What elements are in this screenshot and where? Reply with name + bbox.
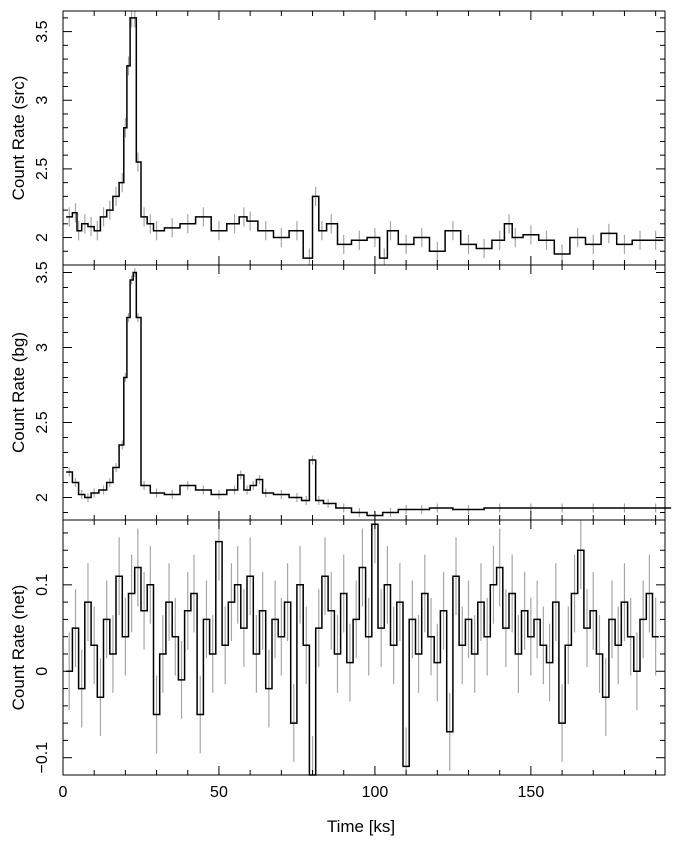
src-y-tick-label: 3.5: [34, 20, 51, 42]
bg-step-line: [66, 271, 672, 517]
bg-y-tick-label: 2.5: [34, 411, 51, 433]
panel-bg: 2 2.5 3 3.5 Count Rate (bg): [9, 261, 672, 521]
bg-y-tick-label: 3.5: [34, 261, 51, 283]
net-ticks: −0.1 0 0.1 0 50 100 150: [34, 520, 665, 801]
src-y-tick-label: 2.5: [34, 158, 51, 180]
net-ylabel: Count Rate (net): [9, 585, 28, 711]
bg-y-tick-label: 2: [34, 493, 51, 502]
src-y-tick-label: 3: [34, 96, 51, 105]
src-y-tick-label: 2: [34, 233, 51, 242]
x-tick-label: 50: [210, 784, 228, 801]
bg-lightcurve: [66, 268, 672, 520]
net-y-tick-label: 0.1: [34, 574, 51, 596]
src-lightcurve: [66, 11, 664, 265]
net-frame: [62, 519, 666, 776]
bg-frame: [62, 264, 666, 521]
x-tick-label: 100: [362, 784, 389, 801]
bg-ylabel: Count Rate (bg): [9, 332, 28, 453]
src-ylabel: Count Rate (src): [9, 76, 28, 201]
panel-src: 2 2.5 3 3.5 Count Rate (src): [9, 10, 666, 266]
net-y-tick-label: 0: [34, 667, 51, 676]
x-axis-label: Time [ks]: [327, 817, 395, 836]
bg-y-tick-label: 3: [34, 343, 51, 352]
x-tick-label: 0: [59, 784, 68, 801]
src-ticks: 2 2.5 3 3.5: [34, 11, 665, 266]
x-tick-label: 150: [518, 784, 545, 801]
panel-net: −0.1 0 0.1 0 50 100 150 Count Rate (net): [9, 519, 666, 801]
src-step-line: [66, 17, 664, 259]
bg-ticks: 2 2.5 3 3.5: [34, 261, 665, 520]
net-step-line: [66, 523, 659, 776]
net-y-tick-label: −0.1: [34, 742, 51, 774]
net-lightcurve: [66, 520, 659, 776]
